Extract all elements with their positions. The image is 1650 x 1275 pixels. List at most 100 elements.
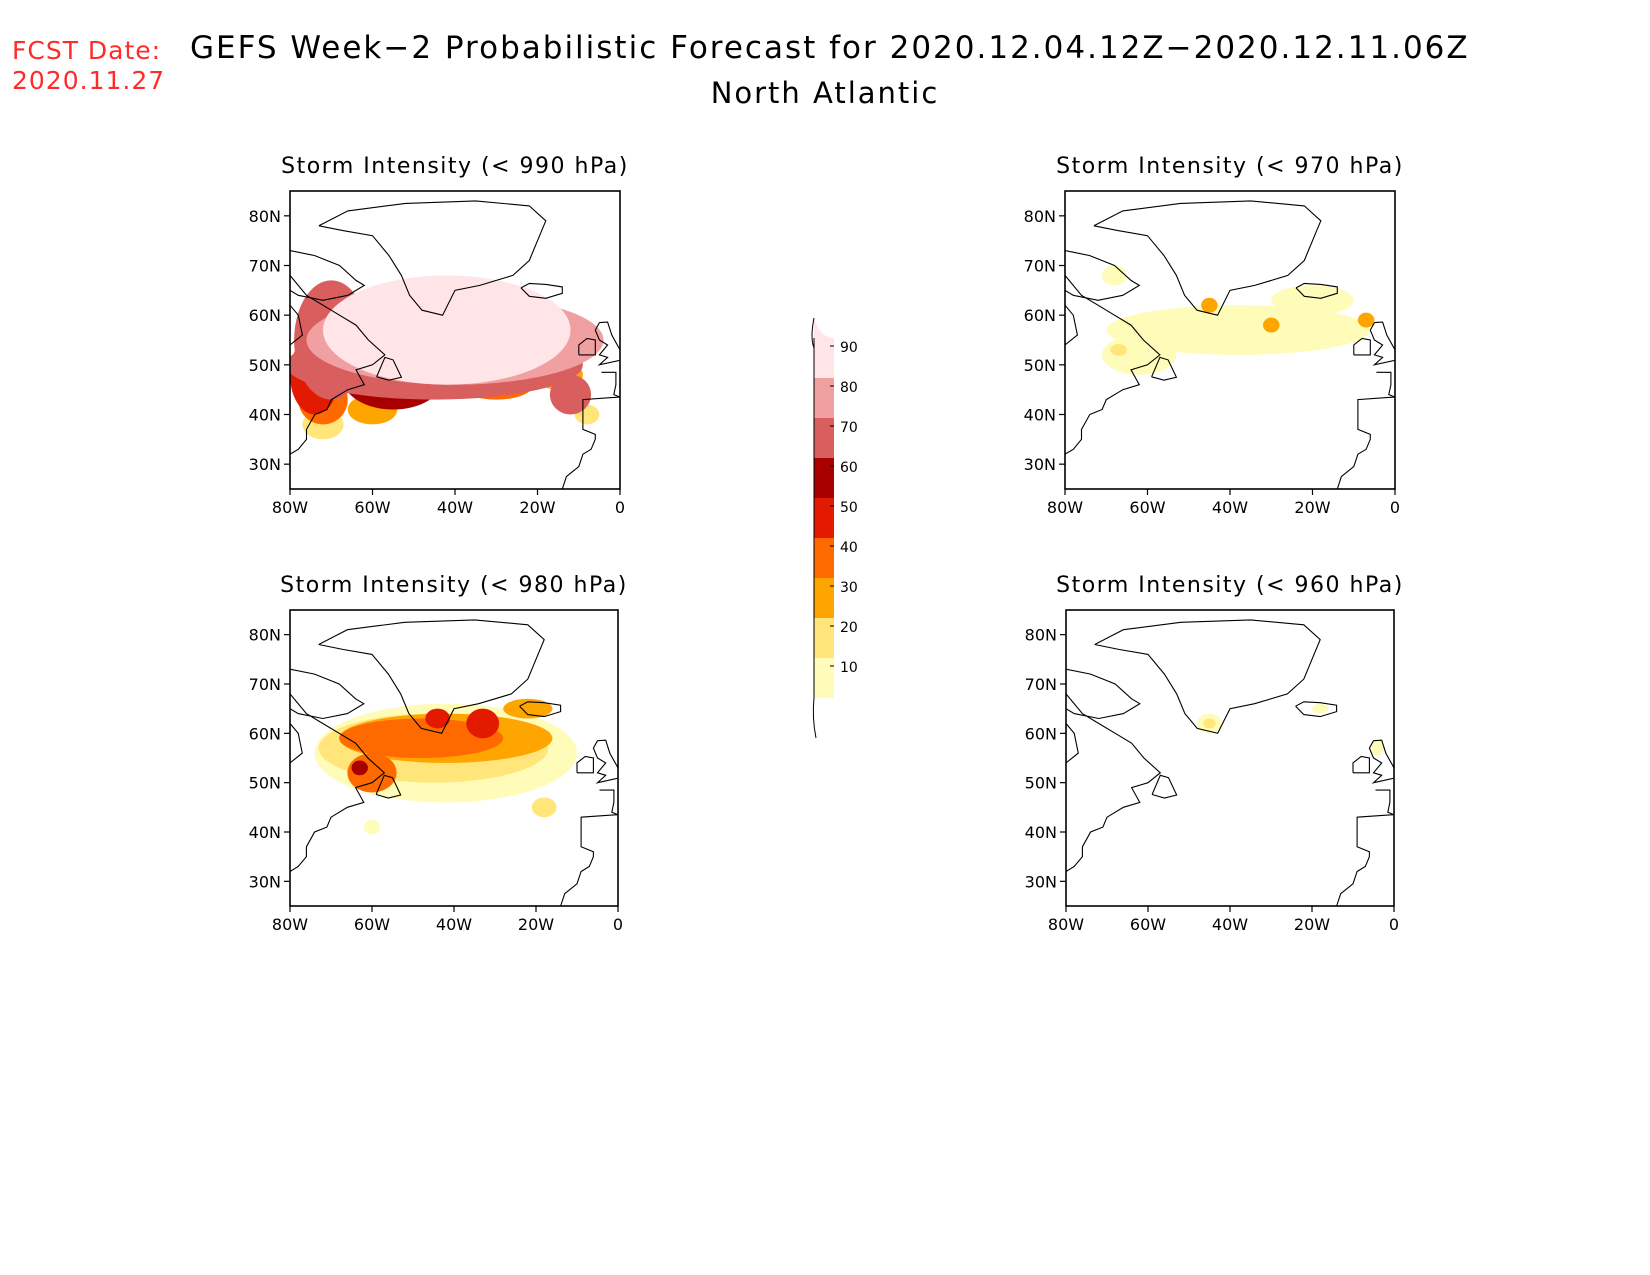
coastline	[1066, 668, 1141, 720]
prob-blob-50	[466, 708, 500, 739]
lon-tick-label: 40W	[437, 498, 473, 517]
coastline	[592, 739, 618, 784]
coastline	[1065, 250, 1141, 301]
lat-tick-label: 60N	[249, 306, 281, 325]
coastline	[375, 774, 402, 799]
prob-blob-30	[503, 698, 553, 719]
lon-tick-label: 40W	[1212, 498, 1248, 517]
prob-blob-20	[531, 797, 557, 818]
coastline	[1065, 304, 1079, 346]
colorbar-label: 50	[840, 500, 858, 516]
lat-tick-label: 50N	[1025, 774, 1057, 793]
coastline	[576, 755, 594, 774]
coastline	[578, 337, 596, 356]
lat-tick-label: 70N	[249, 257, 281, 276]
colorbar-label: 30	[840, 580, 858, 596]
prob-blob-20	[1203, 718, 1216, 729]
colorbar-swatch	[814, 498, 834, 538]
panel-p960: Storm Intensity (< 960 hPa) 80W 60W 40W 20W 0…	[1025, 573, 1404, 934]
lon-tick-label: 80W	[272, 498, 308, 517]
lon-tick-label: 60W	[1129, 498, 1165, 517]
lon-tick-label: 60W	[354, 915, 390, 934]
prob-blob-40	[339, 718, 504, 758]
colorbar-swatch	[814, 318, 834, 378]
lon-tick-label: 20W	[519, 498, 555, 517]
colorbar-swatch	[814, 658, 834, 698]
coastline	[1336, 814, 1394, 906]
lon-tick-label: 20W	[1294, 498, 1330, 517]
coastline	[1353, 337, 1371, 356]
lon-tick-label: 0	[613, 915, 623, 934]
lon-tick-label: 40W	[1212, 915, 1248, 934]
main-title: GEFS Week−2 Probabilistic Forecast for 2…	[190, 30, 1470, 66]
lon-tick-label: 0	[615, 498, 625, 517]
fcst-date-value: 2020.11.27	[12, 66, 166, 95]
coastline	[1369, 321, 1395, 366]
lat-tick-label: 50N	[249, 774, 281, 793]
coastline	[1336, 396, 1395, 489]
lon-tick-label: 80W	[1048, 915, 1084, 934]
colorbar-swatch	[814, 378, 834, 418]
coastline	[1066, 693, 1162, 872]
coastline	[519, 701, 562, 718]
colorbar-label: 90	[840, 340, 858, 356]
colorbar: 90 80 70 60 50 40 30 20 10	[811, 317, 858, 739]
prob-blob-10	[363, 819, 381, 835]
coastline	[1094, 619, 1321, 734]
panel-p980: Storm Intensity (< 980 hPa) 80W 60W 40W 20W 0…	[249, 573, 627, 934]
lat-tick-label: 40N	[1025, 823, 1057, 842]
panel-title: Storm Intensity (< 990 hPa)	[281, 154, 629, 179]
lat-tick-label: 60N	[249, 724, 281, 743]
panel-p990: Storm Intensity (< 990 hPa) 80W 60W 40W 20W 0…	[249, 154, 629, 517]
coastline	[599, 789, 618, 816]
lon-tick-label: 20W	[518, 915, 554, 934]
lon-tick-label: 20W	[1294, 915, 1330, 934]
coastline	[1066, 723, 1079, 764]
lat-tick-label: 80N	[249, 207, 281, 226]
lat-tick-label: 60N	[1024, 306, 1056, 325]
prob-blob-10	[1106, 305, 1371, 355]
prob-blob-10	[1312, 703, 1329, 714]
coastline	[1093, 200, 1322, 316]
lon-tick-label: 80W	[1047, 498, 1083, 517]
coastline	[318, 200, 547, 316]
lon-tick-label: 40W	[436, 915, 472, 934]
coastline	[318, 619, 545, 734]
colorbar-swatch	[814, 618, 834, 658]
lat-tick-label: 40N	[249, 823, 281, 842]
coastline	[1295, 701, 1338, 718]
lon-tick-label: 60W	[354, 498, 390, 517]
coastline	[290, 693, 386, 872]
colorbar-label: 60	[840, 460, 858, 476]
colorbar-swatch	[814, 538, 834, 578]
lat-tick-label: 60N	[1025, 724, 1057, 743]
lon-tick-label: 80W	[272, 915, 308, 934]
coastline	[290, 275, 386, 455]
coastline	[1151, 774, 1178, 799]
lat-tick-label: 80N	[1024, 207, 1056, 226]
coastline	[290, 250, 366, 301]
coastline	[290, 304, 304, 346]
coastline	[594, 321, 620, 366]
colorbar-label: 70	[840, 420, 858, 436]
prob-blob-10	[1102, 335, 1177, 375]
prob-blob-60	[351, 760, 368, 776]
lat-tick-label: 40N	[249, 406, 281, 425]
colorbar-label: 80	[840, 380, 858, 396]
colorbar-swatch	[814, 578, 834, 618]
colorbar-label: 40	[840, 540, 858, 556]
prob-blob-20	[1110, 343, 1127, 356]
prob-blob-30	[1357, 312, 1375, 328]
prob-blob-30	[1263, 317, 1280, 333]
coastline	[290, 668, 365, 720]
colorbar-label: 20	[840, 620, 858, 636]
lat-tick-label: 40N	[1024, 406, 1056, 425]
panel-title: Storm Intensity (< 960 hPa)	[1056, 573, 1404, 598]
lat-tick-label: 30N	[1024, 455, 1056, 474]
coastline	[1065, 275, 1161, 455]
lat-tick-label: 50N	[249, 356, 281, 375]
coastline	[561, 396, 620, 489]
panel-p970: Storm Intensity (< 970 hPa) 80W 60W 40W 20W 0…	[1024, 154, 1403, 517]
coastline	[520, 282, 563, 299]
